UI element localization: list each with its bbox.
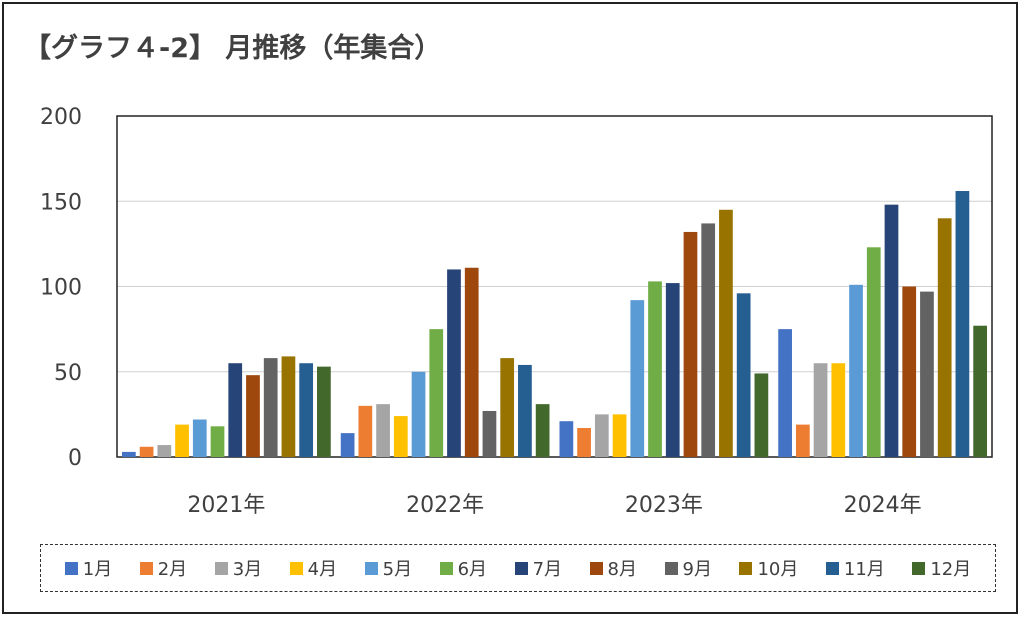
legend-item: 1月 (64, 555, 113, 581)
bar-11月-2024年 (955, 191, 970, 457)
legend-item: 5月 (364, 555, 413, 581)
legend-swatch (664, 561, 678, 575)
bar-8月-2022年 (464, 267, 479, 457)
legend-label: 12月 (930, 559, 972, 580)
legend-item: 3月 (214, 555, 263, 581)
bar-12月-2024年 (973, 325, 987, 457)
legend-item: 6月 (439, 555, 488, 581)
legend-swatch (514, 561, 528, 575)
bar-7月-2024年 (884, 204, 899, 457)
bar-10月-2024年 (937, 218, 952, 457)
bar-2月-2021年 (139, 446, 154, 457)
legend-swatch (364, 561, 378, 575)
legend-item: 2月 (139, 555, 188, 581)
bar-6月-2021年 (210, 426, 225, 457)
bar-2月-2023年 (577, 428, 591, 457)
bar-9月-2023年 (701, 223, 716, 457)
bar-5月-2023年 (630, 300, 645, 457)
bar-8月-2021年 (246, 375, 260, 457)
legend-item: 7月 (514, 555, 563, 581)
legend-item: 11月 (825, 555, 885, 581)
legend-swatch (912, 561, 926, 575)
bar-10月-2021年 (281, 356, 296, 457)
y-tick-label: 50 (54, 361, 82, 386)
bar-3月-2021年 (157, 445, 172, 457)
bar-11月-2022年 (518, 364, 532, 457)
legend-item: 9月 (664, 555, 712, 581)
bar-12月-2021年 (317, 366, 331, 457)
bar-7月-2023年 (665, 283, 680, 457)
bar-5月-2022年 (411, 371, 426, 457)
legend-label: 9月 (682, 559, 712, 580)
bar-9月-2021年 (263, 358, 278, 457)
x-tick-label: 2023年 (625, 493, 703, 518)
bar-6月-2023年 (648, 281, 662, 457)
x-tick-label: 2024年 (844, 493, 922, 518)
bar-2月-2022年 (358, 405, 373, 457)
legend-swatch (139, 561, 153, 575)
legend-swatch (214, 561, 228, 575)
legend-label: 5月 (382, 559, 413, 580)
legend-item: 4月 (289, 555, 338, 581)
bar-4月-2022年 (393, 416, 408, 457)
y-tick-label: 100 (40, 276, 82, 301)
bar-10月-2022年 (500, 358, 515, 457)
plot-area (116, 115, 993, 458)
y-tick-label: 0 (68, 446, 82, 471)
bar-3月-2024年 (813, 363, 828, 457)
chart-frame (2, 2, 1018, 614)
bar-7月-2022年 (447, 269, 461, 457)
bar-12月-2023年 (754, 373, 769, 457)
legend-label: 4月 (307, 559, 338, 580)
bar-1月-2024年 (778, 329, 792, 457)
legend-label: 8月 (607, 559, 637, 580)
bar-4月-2024年 (831, 363, 846, 457)
legend-label: 3月 (232, 559, 263, 580)
legend-swatch (64, 561, 78, 575)
x-tick-label: 2021年 (187, 493, 265, 518)
legend-label: 7月 (532, 559, 563, 580)
bar-6月-2022年 (429, 329, 444, 457)
legend: 1月 2月 3月 4月 5月 6月 7月 8月 9月 10月 11月 12月 (40, 544, 996, 592)
legend-item: 12月 (912, 555, 971, 581)
bar-3月-2022年 (376, 404, 390, 457)
legend-label: 10月 (757, 559, 799, 580)
bar-12月-2022年 (535, 404, 550, 457)
legend-swatch (289, 561, 303, 575)
bar-2月-2024年 (795, 424, 810, 457)
bar-8月-2024年 (902, 286, 917, 457)
bar-4月-2021年 (175, 424, 189, 457)
legend-label: 1月 (82, 559, 113, 580)
legend-label: 6月 (457, 559, 488, 580)
legend-item: 8月 (589, 555, 637, 581)
bar-5月-2021年 (192, 419, 207, 457)
legend-label: 11月 (843, 559, 885, 580)
bar-8月-2023年 (683, 231, 698, 457)
bar-10月-2023年 (719, 209, 733, 457)
bar-1月-2023年 (559, 421, 574, 457)
legend-label: 2月 (157, 559, 188, 580)
legend-swatch (739, 561, 753, 575)
legend-swatch (439, 561, 453, 575)
bar-1月-2022年 (340, 433, 355, 457)
legend-item: 10月 (739, 555, 798, 581)
y-tick-label: 200 (40, 105, 82, 130)
bar-7月-2021年 (228, 363, 243, 457)
bar-4月-2023年 (612, 414, 627, 457)
x-tick-label: 2022年 (406, 493, 484, 518)
bar-11月-2021年 (299, 363, 314, 457)
bar-1月-2021年 (122, 451, 136, 457)
bar-11月-2023年 (736, 293, 751, 457)
chart-title: 【グラフ４-2】 月推移（年集合） (24, 33, 442, 64)
legend-swatch (825, 561, 839, 575)
y-tick-label: 150 (40, 190, 82, 215)
legend-swatch (589, 561, 603, 575)
bar-9月-2022年 (482, 410, 497, 457)
bar-3月-2023年 (594, 414, 609, 457)
bar-9月-2024年 (920, 291, 934, 457)
bar-6月-2024年 (866, 247, 881, 457)
bar-5月-2024年 (849, 284, 863, 457)
